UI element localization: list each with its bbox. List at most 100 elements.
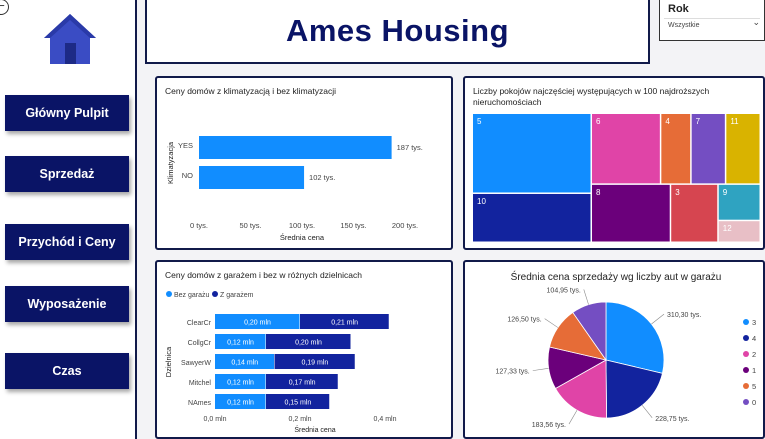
- treemap-label: 4: [665, 117, 670, 126]
- legend-label: 1: [752, 366, 756, 375]
- chevron-down-icon[interactable]: ⌄: [752, 17, 760, 27]
- data-label: 0,15 mln: [284, 400, 311, 407]
- page-title: Ames Housing: [285, 13, 510, 48]
- treemap-label: 3: [675, 188, 680, 197]
- rooms-treemap-card: Liczby pokojów najczęściej występujących…: [463, 76, 765, 250]
- legend-marker: [743, 367, 749, 373]
- treemap-cell: [691, 114, 725, 184]
- nav-czas-button[interactable]: Czas: [5, 353, 129, 389]
- pie-slice: [605, 301, 665, 374]
- legend-marker: [166, 291, 172, 297]
- x-tick-label: 0,4 mln: [374, 416, 397, 423]
- garage-cars-pie-card: Średnia cena sprzedaży wg liczby aut w g…: [463, 260, 765, 439]
- x-tick-label: 150 tys.: [340, 221, 366, 230]
- chart-title: Średnia cena sprzedaży wg liczby aut w g…: [511, 270, 722, 283]
- data-label: 0,19 mln: [301, 360, 328, 367]
- treemap-label: 6: [596, 117, 601, 126]
- data-label: 104,95 tys.: [547, 287, 581, 294]
- bar: [199, 136, 392, 159]
- ac-price-chart-card: Ceny domów z klimatyzacją i bez klimatyz…: [155, 76, 453, 250]
- data-label: 0,21 mln: [331, 320, 358, 327]
- x-axis-label: Średnia cena: [294, 425, 335, 434]
- legend-label: 2: [752, 350, 756, 359]
- chart-title: Ceny domów z klimatyzacją i bez klimatyz…: [165, 86, 336, 96]
- treemap-cell: [661, 114, 691, 184]
- legend-label: 5: [752, 382, 756, 391]
- treemap-label: 9: [723, 188, 728, 197]
- x-tick-label: 200 tys.: [392, 221, 418, 230]
- leader-line: [651, 313, 665, 325]
- bar-segment: [300, 314, 389, 329]
- treemap-label: 12: [723, 224, 732, 233]
- bar-segment: [215, 314, 300, 329]
- legend-marker: [743, 319, 749, 325]
- sidebar: − Główny Pulpit Sprzedaż Przychód i Ceny…: [0, 0, 137, 439]
- category-label: NO: [182, 171, 193, 180]
- nav-sprzedaz-button[interactable]: Sprzedaż: [5, 156, 129, 192]
- legend-marker: [743, 383, 749, 389]
- data-label: 0,20 mln: [244, 320, 271, 327]
- slicer-title: Rok: [668, 3, 689, 15]
- leader-line: [568, 410, 578, 425]
- legend-label: 4: [752, 334, 756, 343]
- slicer-divider: [664, 18, 760, 19]
- pie-slice: [554, 359, 607, 419]
- treemap-cell: [671, 184, 718, 242]
- y-axis-label: Klimatyzacja: [166, 141, 175, 184]
- bar-segment: [215, 394, 266, 409]
- category-label: YES: [178, 141, 193, 150]
- category-label: CollgCr: [188, 340, 212, 347]
- treemap-label: 11: [730, 117, 739, 126]
- bar-segment: [266, 374, 338, 389]
- treemap-label: 10: [477, 197, 486, 206]
- treemap-cell: [592, 114, 660, 184]
- bar: [199, 166, 305, 189]
- category-label: Mitchel: [189, 380, 212, 387]
- pie-slice: [605, 359, 663, 419]
- legend-marker: [743, 335, 749, 341]
- treemap-label: 8: [596, 188, 601, 197]
- nav-glowny-pulpit-button[interactable]: Główny Pulpit: [5, 95, 129, 131]
- ac-price-bar-chart: YES 187 tys. NO 102 tys. 0 tys. 50 tys. 100 ty…: [166, 136, 423, 242]
- year-slicer[interactable]: Rok Wszystkie ⌄: [659, 0, 765, 41]
- nav-label: Główny Pulpit: [25, 106, 109, 120]
- back-circle-icon[interactable]: −: [0, 0, 9, 15]
- data-label: 102 tys.: [309, 173, 335, 182]
- x-tick-label: 0,2 mln: [289, 416, 312, 423]
- legend-label: 3: [752, 318, 756, 327]
- data-label: 310,30 tys.: [667, 312, 701, 319]
- rooms-treemap: 5 10 6 4 7 11 8 3 9 12: [473, 114, 760, 242]
- treemap-label: 7: [696, 117, 701, 126]
- nav-przychod-i-ceny-button[interactable]: Przychód i Ceny: [5, 224, 129, 260]
- data-label: 228,75 tys.: [655, 416, 689, 423]
- garage-cars-pie-chart: Średnia cena sprzedaży wg liczby aut w g…: [496, 270, 757, 429]
- legend-label: 0: [752, 398, 756, 407]
- treemap-cell: [726, 114, 760, 184]
- data-label: 126,50 tys.: [507, 317, 541, 324]
- data-label: 0,17 mln: [289, 380, 316, 387]
- legend-marker: [743, 351, 749, 357]
- data-label: 0,12 mln: [227, 380, 254, 387]
- page-header: Ames Housing: [145, 0, 650, 64]
- category-label: SawyerW: [181, 360, 211, 367]
- treemap-cell: [592, 184, 670, 242]
- nav-label: Wyposażenie: [27, 297, 107, 311]
- nav-label: Czas: [52, 364, 82, 378]
- bar-segment: [215, 354, 274, 369]
- data-label: 0,14 mln: [231, 360, 258, 367]
- nav-label: Przychód i Ceny: [18, 235, 116, 249]
- legend-marker: [212, 291, 218, 297]
- treemap-cell: [718, 184, 760, 220]
- pie-slice: [572, 301, 607, 362]
- treemap-cell: [473, 193, 591, 242]
- treemap-label: 5: [477, 117, 482, 126]
- leader-line: [641, 405, 653, 419]
- treemap-cell: [473, 114, 591, 193]
- chart-title: Ceny domów z garażem i bez w różnych dzi…: [165, 270, 363, 280]
- category-label: NAmes: [188, 400, 211, 407]
- leader-line: [583, 289, 589, 305]
- nav-wyposazenie-button[interactable]: Wyposażenie: [5, 286, 129, 322]
- bar-segment: [266, 334, 351, 349]
- data-label: 0,12 mln: [227, 400, 254, 407]
- slicer-value[interactable]: Wszystkie: [668, 22, 700, 29]
